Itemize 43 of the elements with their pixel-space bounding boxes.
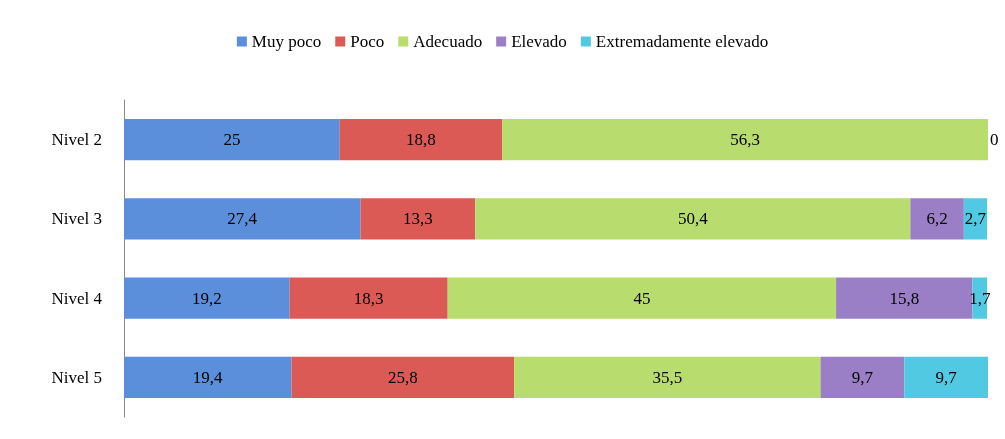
- data-label: 35,5: [652, 367, 683, 387]
- bar: [124, 277, 290, 319]
- bar: [339, 119, 503, 161]
- legend-label: Muy poco: [251, 32, 322, 51]
- data-label: 6,2: [926, 209, 948, 229]
- data-label: 19,4: [192, 367, 224, 387]
- bar: [124, 198, 361, 240]
- legend-label: Extremadamente elevado: [595, 32, 769, 51]
- bar: [289, 277, 448, 319]
- data-label: 18,8: [406, 130, 436, 150]
- data-label: 27,4: [227, 209, 258, 229]
- y-tick-label: Nivel 3: [51, 209, 102, 229]
- bar: [475, 198, 911, 240]
- data-label: 9,7: [935, 367, 958, 387]
- y-tick-label: Nivel 2: [51, 130, 102, 150]
- bar: [514, 356, 821, 398]
- legend-label: Poco: [350, 32, 385, 51]
- bar: [124, 119, 340, 161]
- legend-label: Adecuado: [413, 32, 483, 51]
- data-label: 45: [633, 288, 651, 308]
- data-label: 9,7: [851, 367, 874, 387]
- data-label: 19,2: [191, 288, 222, 308]
- bar: [502, 119, 988, 161]
- bar: [820, 356, 905, 398]
- y-tick-label: Nivel 5: [51, 367, 102, 387]
- data-label: 18,3: [353, 288, 384, 308]
- data-label: 13,3: [403, 209, 433, 229]
- y-tick-label: Nivel 4: [51, 288, 103, 308]
- legend-label: Elevado: [511, 32, 567, 51]
- data-label: 50,4: [677, 209, 709, 229]
- data-label: 2,7: [964, 209, 987, 229]
- bar: [360, 198, 476, 240]
- bar: [910, 198, 964, 240]
- bar: [836, 277, 973, 319]
- data-label: 0: [990, 130, 999, 150]
- data-label: 56,3: [730, 130, 760, 150]
- bar: [904, 356, 988, 398]
- data-label: 25: [223, 130, 241, 150]
- bar: [291, 356, 515, 398]
- data-label: 25,8: [387, 367, 418, 387]
- data-label: 15,8: [889, 288, 920, 308]
- bar: [447, 277, 837, 319]
- bar: [124, 356, 292, 398]
